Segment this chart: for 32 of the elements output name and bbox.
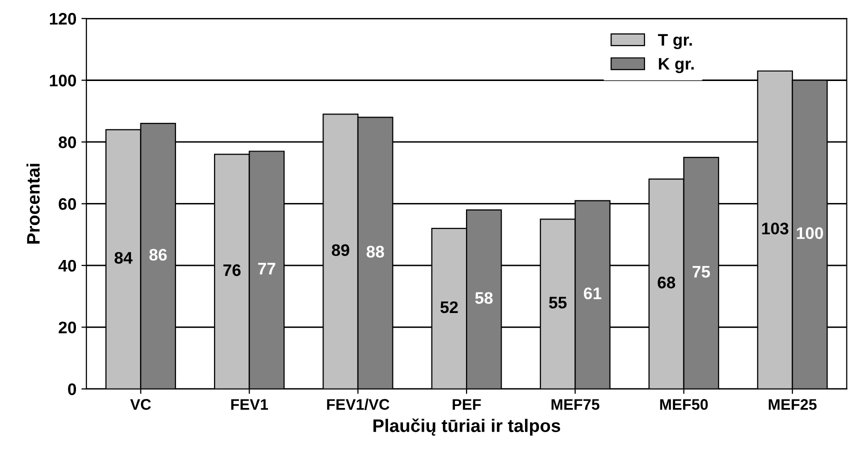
y-tick-label: 20 [58,322,76,334]
data-label: 61 [584,287,602,300]
data-label: 52 [440,301,458,314]
y-tick-label: 80 [58,136,76,148]
data-label: 77 [258,262,276,274]
x-tick-label: FEV1/VC [327,398,390,410]
data-label: 58 [475,292,493,304]
data-label: 76 [223,264,241,276]
x-tick-label: MEF75 [552,399,600,410]
x-tick-label: VC [130,399,151,410]
data-label: 88 [366,246,384,258]
data-label: 89 [332,244,350,256]
x-axis-title: Plaučių tūriai ir talpos [373,418,560,436]
y-tick-label: 60 [58,198,76,210]
data-label: 103 [762,222,788,234]
x-tick-label: PEF [452,399,481,410]
y-tick-label: 100 [50,74,76,86]
y-axis-title: Procentai [26,164,40,244]
legend-label: T gr. [658,34,692,50]
y-tick-label: 40 [58,260,76,272]
x-tick-label: MEF25 [768,399,817,410]
legend-label: K gr. [658,58,694,74]
x-tick-label: FEV1 [231,399,268,410]
data-label: 100 [796,227,824,240]
data-label: 75 [692,266,710,278]
y-tick-label: 120 [50,12,76,25]
x-tick-label: MEF50 [660,399,708,410]
data-label: 55 [549,296,567,309]
data-label: 86 [149,248,167,261]
y-tick-label: 0 [68,383,76,396]
data-label: 68 [658,276,676,288]
data-label: 84 [114,252,133,264]
